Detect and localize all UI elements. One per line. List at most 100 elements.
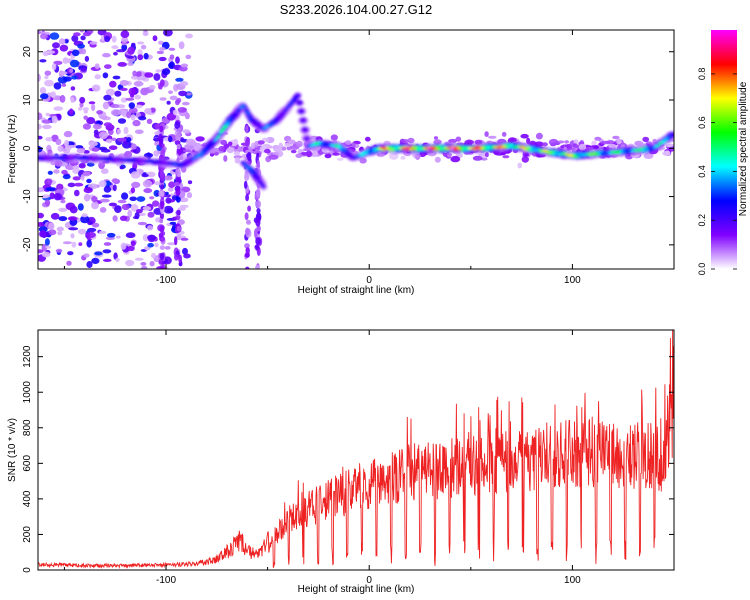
noise-blob bbox=[119, 215, 128, 221]
noise-blob bbox=[175, 99, 180, 106]
noise-blob bbox=[176, 143, 181, 150]
noise-blob bbox=[77, 43, 85, 49]
noise-blob bbox=[484, 152, 489, 158]
noise-blob bbox=[266, 136, 275, 144]
ridge-mark bbox=[349, 155, 353, 158]
noise-blob bbox=[127, 61, 134, 66]
ridge-mark bbox=[117, 158, 120, 161]
noise-blob bbox=[94, 74, 101, 80]
noise-blob bbox=[244, 252, 250, 258]
colorbar-ticks: 0.0 0.2 0.4 0.6 0.8 bbox=[697, 68, 737, 276]
noise-blob bbox=[159, 236, 166, 242]
noise-blob bbox=[245, 138, 251, 147]
noise-blob bbox=[102, 249, 112, 254]
noise-blob bbox=[125, 259, 135, 267]
ridge-mark bbox=[256, 122, 259, 126]
spectrogram-y-ticks: -20 -10 0 10 20 bbox=[22, 46, 674, 252]
ridge-mark bbox=[246, 112, 250, 116]
ridge-mark bbox=[202, 150, 206, 153]
noise-blob bbox=[69, 68, 74, 73]
noise-blob bbox=[45, 112, 50, 117]
noise-blob bbox=[86, 117, 96, 125]
noise-blob bbox=[182, 101, 190, 106]
noise-blob bbox=[130, 204, 139, 212]
noise-blob bbox=[129, 196, 137, 202]
noise-blob bbox=[96, 110, 103, 115]
noise-blob bbox=[94, 63, 100, 70]
noise-blob bbox=[111, 137, 117, 141]
noise-blob bbox=[73, 182, 84, 187]
noise-blob bbox=[144, 246, 151, 251]
noise-blob bbox=[116, 128, 122, 135]
noise-blob bbox=[376, 153, 386, 157]
noise-blob bbox=[137, 54, 144, 61]
ridge-mark bbox=[248, 115, 252, 118]
noise-blob bbox=[433, 136, 439, 140]
noise-blob bbox=[97, 146, 108, 151]
noise-blob bbox=[40, 93, 49, 100]
noise-blob bbox=[80, 215, 90, 224]
spectrogram-x-tick-label: -100 bbox=[156, 275, 176, 286]
noise-blob bbox=[158, 56, 167, 62]
noise-blob bbox=[51, 63, 57, 71]
snr-frame bbox=[37, 329, 675, 571]
snr-y-ticks: 0 200 400 600 800 1000 1200 bbox=[22, 345, 674, 573]
noise-blob bbox=[502, 155, 510, 159]
noise-blob bbox=[78, 242, 83, 247]
noise-blob bbox=[415, 153, 421, 159]
ridge-mark bbox=[663, 139, 667, 142]
ridge-mark bbox=[338, 145, 342, 148]
noise-blob bbox=[142, 234, 149, 242]
noise-blob bbox=[295, 153, 303, 158]
noise-blob bbox=[169, 95, 178, 101]
noise-blob bbox=[407, 137, 415, 144]
ridge-mark bbox=[43, 157, 47, 160]
ridge-mark bbox=[367, 151, 371, 154]
ridge-mark bbox=[217, 135, 221, 138]
noise-blob bbox=[256, 246, 261, 256]
noise-blob bbox=[178, 197, 189, 203]
noise-blob bbox=[83, 150, 90, 154]
noise-blob bbox=[112, 215, 118, 222]
noise-blob bbox=[295, 140, 303, 148]
noise-blob bbox=[179, 204, 189, 208]
snr-y-tick-label: 800 bbox=[22, 419, 33, 436]
noise-blob bbox=[159, 97, 167, 101]
noise-blob bbox=[103, 258, 112, 262]
noise-blob bbox=[78, 162, 86, 169]
noise-blob bbox=[85, 231, 96, 238]
spectrogram-y-tick-label: -10 bbox=[22, 189, 33, 204]
noise-blob bbox=[82, 171, 91, 177]
noise-blob bbox=[44, 70, 52, 76]
noise-blob bbox=[176, 209, 181, 216]
noise-blob bbox=[38, 187, 45, 193]
ridge-mark bbox=[360, 153, 364, 157]
noise-blob bbox=[120, 87, 128, 91]
noise-blob bbox=[149, 261, 155, 267]
noise-blob bbox=[152, 35, 158, 42]
noise-blob bbox=[472, 155, 483, 161]
noise-blob bbox=[116, 49, 126, 53]
noise-blob bbox=[125, 97, 135, 101]
ridge-mark bbox=[661, 140, 665, 144]
noise-blob bbox=[59, 95, 66, 103]
noise-blob bbox=[245, 227, 250, 236]
noise-blob bbox=[98, 230, 107, 234]
noise-blob bbox=[91, 147, 100, 152]
noise-blob bbox=[114, 205, 122, 214]
noise-blob bbox=[244, 243, 250, 249]
noise-blob bbox=[159, 169, 164, 178]
noise-blob bbox=[91, 84, 101, 92]
noise-blob bbox=[63, 76, 72, 82]
noise-blob bbox=[121, 36, 129, 43]
noise-blob bbox=[174, 121, 181, 129]
noise-blob bbox=[104, 35, 111, 43]
ridge-mark bbox=[254, 120, 258, 124]
noise-blob bbox=[53, 106, 64, 111]
noise-blob bbox=[127, 46, 135, 55]
noise-blob bbox=[526, 137, 531, 144]
colorbar-tick-label: 0.0 bbox=[697, 263, 707, 276]
noise-blob bbox=[311, 152, 317, 158]
noise-blob bbox=[521, 156, 529, 163]
noise-blob bbox=[38, 30, 42, 35]
